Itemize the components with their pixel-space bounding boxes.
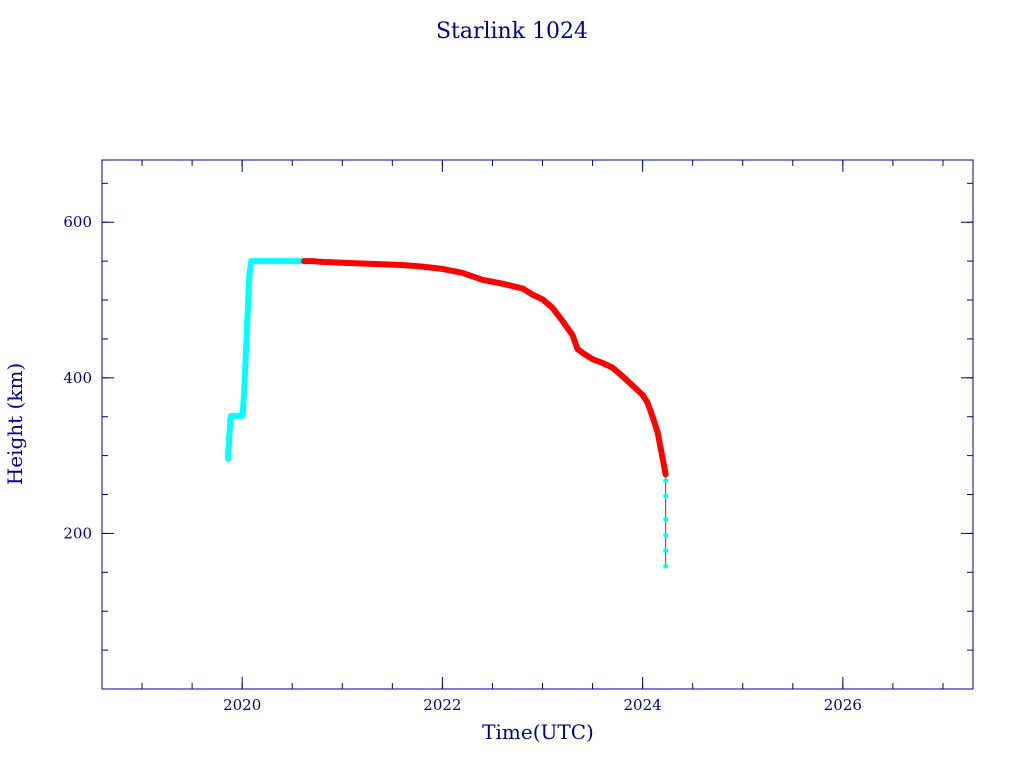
x-axis-label: Time(UTC) <box>482 720 594 744</box>
series-1-point <box>660 460 667 467</box>
series-0-point <box>240 404 246 411</box>
series-0-line <box>225 258 308 462</box>
series-0-point <box>225 448 231 455</box>
series-0-point <box>245 297 251 303</box>
y-tick-label: 600 <box>63 213 92 231</box>
axes: 2020 2022 2024 2026 200 400 600 <box>63 159 974 714</box>
series-1-point <box>419 263 426 270</box>
y-axis-label: Height (km) <box>3 363 27 485</box>
series-1-point <box>644 399 651 406</box>
series-1-point <box>579 350 586 356</box>
series-0-point <box>234 413 240 419</box>
x-tick-label: 2026 <box>824 696 862 714</box>
series-0-point <box>226 433 232 439</box>
series-1-point <box>539 296 546 303</box>
series-2-point <box>663 548 669 554</box>
y-tick-label: 200 <box>63 524 92 542</box>
series-0-point <box>227 425 233 432</box>
series-0-point <box>227 417 233 424</box>
series-1-point <box>574 346 581 352</box>
plot-frame <box>101 159 974 690</box>
series-1-point <box>649 413 656 420</box>
series-1-point <box>639 392 646 398</box>
series-1-point <box>479 277 486 283</box>
series-0-point <box>248 258 254 264</box>
series-1-point <box>654 429 661 436</box>
series-1-point <box>619 373 626 380</box>
series-2-point <box>663 563 669 569</box>
data-series <box>225 258 669 569</box>
series-1-point <box>309 258 316 264</box>
series-0-point <box>225 455 231 462</box>
series-1-point <box>399 262 406 268</box>
series-1-point <box>439 266 446 272</box>
series-2-point <box>663 478 669 484</box>
series-0-point <box>226 441 232 447</box>
x-tick-label: 2022 <box>423 696 461 714</box>
series-1-point <box>657 445 664 451</box>
series-1-point <box>499 280 506 287</box>
series-1-point <box>319 259 326 265</box>
x-tick-label: 2024 <box>624 696 662 714</box>
series-1-point <box>662 471 669 478</box>
y-tick-label: 400 <box>63 369 92 387</box>
series-1-point <box>459 270 466 276</box>
series-0-point <box>243 343 249 350</box>
series-1-point <box>519 285 526 292</box>
series-0-point <box>239 413 245 419</box>
series-0-point <box>246 273 252 280</box>
series-0-point <box>228 413 234 419</box>
series-1-point <box>569 332 576 338</box>
series-1-point <box>339 259 346 266</box>
series-1-point <box>609 364 616 371</box>
series-2-point <box>663 516 669 522</box>
series-1-point <box>629 382 636 389</box>
series-1-point <box>529 291 536 298</box>
series-0-point <box>242 367 248 373</box>
series-1-point <box>599 360 606 366</box>
series-0-point <box>244 320 250 327</box>
series-1-point <box>301 258 308 264</box>
x-tick-label: 2020 <box>223 696 261 714</box>
series-0-point <box>269 258 275 264</box>
series-1-point <box>359 260 366 267</box>
series-0-point <box>289 258 296 264</box>
series-2-point <box>663 493 669 499</box>
series-1-point <box>559 318 566 324</box>
series-1-point <box>589 356 596 362</box>
series-1-point <box>549 305 556 311</box>
chart-title: Starlink 1024 <box>436 19 588 44</box>
series-2-point <box>663 532 669 538</box>
series-0-point <box>241 386 247 393</box>
series-1-point <box>379 261 386 268</box>
